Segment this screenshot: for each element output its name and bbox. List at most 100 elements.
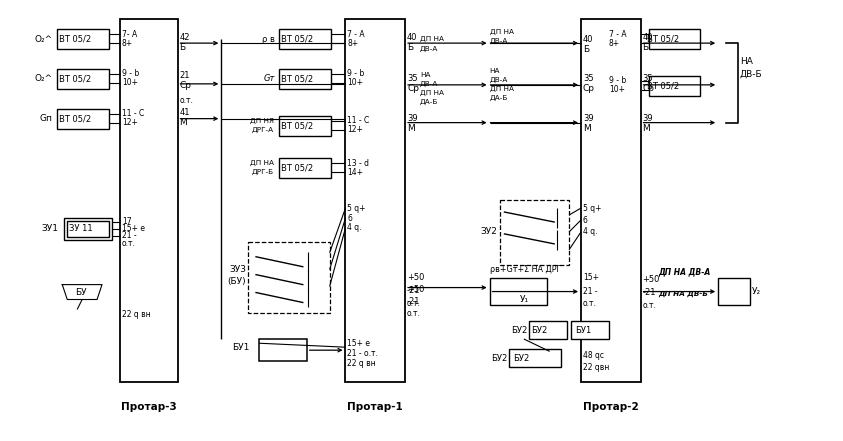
Bar [718,278,750,306]
Text: +50: +50 [407,273,425,282]
Text: о.т.: о.т. [583,299,597,308]
Text: 8+: 8+ [347,39,358,48]
Text: 22 q вн: 22 q вн [122,310,151,319]
Text: Gп: Gп [40,114,52,123]
Text: 9 - b: 9 - b [609,76,626,86]
Text: ДП НА: ДП НА [420,90,444,96]
Text: Протар-2: Протар-2 [583,402,639,412]
Text: 11 - С: 11 - С [347,116,370,125]
Text: о.т.: о.т. [642,301,657,310]
Text: ДП НА: ДП НА [420,36,444,42]
Text: 6: 6 [347,213,352,223]
Text: Gт: Gт [264,75,275,83]
Text: 22 q вн: 22 q вн [347,359,376,368]
Text: ДП НА: ДП НА [250,160,274,166]
Text: о.т.: о.т. [407,309,421,318]
Text: 5 q+: 5 q+ [347,204,366,213]
Text: 35: 35 [407,75,418,83]
Text: 10+: 10+ [347,78,363,87]
Bar [64,218,112,240]
Text: 35: 35 [642,75,653,83]
Bar [279,116,330,135]
Text: ДА-Б: ДА-Б [490,95,508,101]
Text: БУ2: БУ2 [511,326,528,335]
Text: 17: 17 [122,217,132,227]
Bar [571,321,609,339]
Text: БУ2: БУ2 [491,354,507,363]
Text: 39: 39 [583,114,593,123]
Text: БУ2: БУ2 [513,354,529,363]
Text: Ср: Ср [180,81,191,90]
Text: ДВ-А: ДВ-А [490,38,508,44]
Text: -21: -21 [407,286,421,295]
Text: -21: -21 [407,297,421,306]
Text: М: М [642,124,650,133]
Text: 10+: 10+ [609,85,625,94]
Text: 48 qс: 48 qс [583,351,604,360]
Bar [509,349,561,367]
Text: ДРГ-А: ДРГ-А [252,127,274,133]
Text: 35: 35 [583,75,593,83]
Text: ДП НА: ДП НА [490,29,513,35]
Text: Ср: Ср [407,84,419,93]
Text: 41: 41 [180,108,190,117]
Text: 21 -: 21 - [583,287,598,296]
Text: 7 - А: 7 - А [609,30,626,39]
Text: 8+: 8+ [609,39,620,48]
Text: ДП НЯ: ДП НЯ [250,118,274,123]
Text: ДП НА ДВ-Б: ДП НА ДВ-Б [658,291,708,297]
Text: ВТ 05/2: ВТ 05/2 [281,121,313,130]
Bar [67,221,109,237]
Text: БУ1: БУ1 [575,326,591,335]
Bar [648,29,701,49]
Text: ДП НА: ДП НА [490,86,513,92]
Text: 39: 39 [642,114,653,123]
Text: 12+: 12+ [347,125,363,134]
Text: о.т.: о.т. [122,239,136,248]
Text: У₁: У₁ [519,295,529,304]
Bar [57,69,109,89]
Bar [346,19,405,382]
Text: +50: +50 [642,275,660,284]
Text: 4 q.: 4 q. [347,224,362,232]
Text: М: М [407,124,415,133]
Text: ρ в: ρ в [262,35,275,44]
Text: 10+: 10+ [122,78,138,87]
Text: 21 - о.т.: 21 - о.т. [347,349,379,358]
Text: Ср: Ср [642,84,655,93]
Text: +50: +50 [407,285,425,294]
Text: 6: 6 [583,216,588,224]
Text: ЗУ2: ЗУ2 [481,228,497,236]
Text: БУ1: БУ1 [232,343,249,351]
Text: 7- А: 7- А [122,30,137,39]
Text: ДА-Б: ДА-Б [420,99,438,105]
Text: ВТ 05/2: ВТ 05/2 [281,35,313,44]
Text: о.т.: о.т. [180,96,193,105]
Text: 9 - b: 9 - b [122,69,139,78]
Text: Ср: Ср [583,84,595,93]
Text: ЗУ3: ЗУ3 [229,265,246,274]
Text: Б: Б [407,43,413,52]
Text: ДВ-Б: ДВ-Б [740,69,763,78]
Bar [648,76,701,96]
Text: ВТ 05/2: ВТ 05/2 [59,75,91,83]
Text: 12+: 12+ [122,118,137,127]
Text: 42: 42 [180,33,190,41]
Text: 11 - С: 11 - С [122,109,144,118]
Bar [279,29,330,49]
Text: 9 - b: 9 - b [347,69,365,78]
Bar [490,278,547,306]
Bar [57,109,109,129]
Bar [248,242,330,314]
Text: М: М [180,118,187,127]
Bar [279,158,330,178]
Text: НА: НА [740,56,753,66]
Text: ДП НА ДВ-А: ДП НА ДВ-А [658,267,711,276]
Text: 15+ e: 15+ e [122,224,145,233]
Text: 8+: 8+ [122,39,133,48]
Text: Протар-3: Протар-3 [121,402,176,412]
Text: 22 qвн: 22 qвн [583,363,609,372]
Text: 5 q+: 5 q+ [583,204,601,213]
Bar [500,200,569,265]
Text: НА: НА [490,68,500,74]
